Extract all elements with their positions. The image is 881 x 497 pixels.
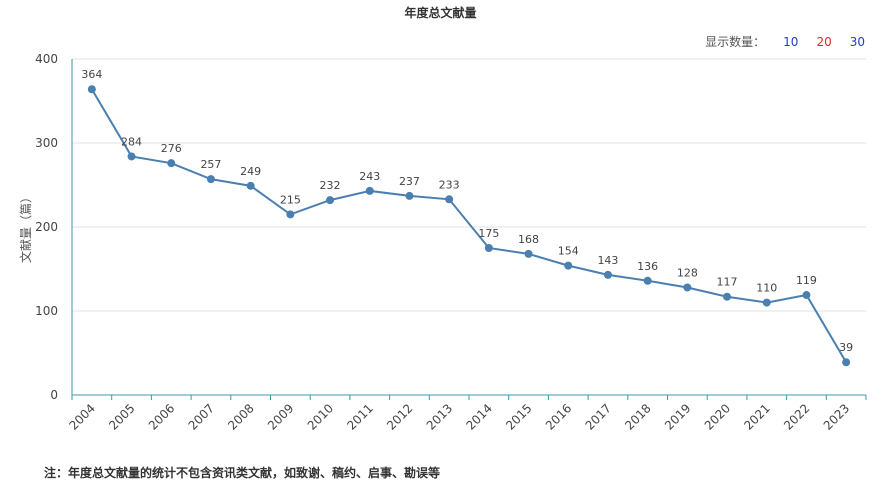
data-label: 143	[597, 254, 618, 267]
data-point	[723, 292, 732, 301]
data-point	[643, 276, 652, 285]
data-points	[87, 85, 851, 367]
data-point	[365, 186, 374, 195]
data-point	[564, 261, 573, 270]
x-tick-label: 2004	[66, 401, 97, 432]
y-axis-ticks: 0 100 200 300 400	[35, 52, 58, 402]
x-tick-label: 2020	[702, 401, 733, 432]
display-count-selector: 显示数量： 10 20 30	[705, 33, 865, 50]
display-count-label: 显示数量：	[705, 35, 766, 49]
x-tick-label: 2013	[424, 401, 455, 432]
x-tick-label: 2021	[741, 401, 772, 432]
data-label: 154	[558, 245, 579, 258]
data-label: 39	[839, 341, 853, 354]
data-label: 136	[637, 260, 658, 273]
data-label: 233	[439, 178, 460, 191]
data-label: 110	[756, 282, 777, 295]
data-label: 276	[161, 142, 182, 155]
display-count-10-option[interactable]: 10	[783, 34, 799, 49]
x-tick-label: 2022	[781, 401, 812, 432]
x-tick-label: 2008	[225, 401, 256, 432]
data-point	[326, 196, 335, 205]
y-tick-label: 400	[35, 52, 58, 66]
x-tick-label: 2016	[543, 401, 574, 432]
data-point	[127, 152, 136, 161]
y-tick-label: 0	[50, 388, 58, 402]
x-tick-label: 2023	[821, 401, 852, 432]
data-label: 364	[81, 68, 102, 81]
data-point	[445, 195, 454, 204]
data-point	[762, 298, 771, 307]
x-tick-label: 2009	[265, 401, 296, 432]
data-point	[603, 270, 612, 279]
data-point	[167, 159, 176, 168]
x-tick-label: 2007	[186, 401, 217, 432]
data-label: 232	[320, 179, 341, 192]
data-label: 175	[478, 227, 499, 240]
y-axis-label: 文献量（篇）	[18, 191, 33, 263]
x-tick-label: 2011	[344, 401, 375, 432]
data-point	[524, 249, 533, 258]
data-point	[683, 283, 692, 292]
series-line	[90, 88, 848, 363]
data-point	[484, 244, 493, 252]
data-point	[206, 175, 215, 184]
chart-title: 年度总文献量	[404, 6, 477, 20]
y-tick-label: 200	[35, 220, 58, 234]
data-point	[405, 191, 414, 200]
x-tick-label: 2018	[622, 401, 653, 432]
data-labels: 364 284 276 257 249 215 232 243 237 233 175 168 154 1…	[81, 68, 853, 354]
footnote: 注：年度总文献量的统计不包含资讯类文献，如致谢、稿约、启事、勘误等	[44, 466, 441, 480]
data-point	[802, 291, 811, 300]
data-label: 257	[200, 158, 221, 171]
x-tick-label: 2015	[503, 401, 534, 432]
data-point	[286, 210, 295, 219]
data-label: 215	[280, 193, 301, 206]
grid-lines	[72, 58, 866, 312]
data-label: 168	[518, 233, 539, 246]
x-tick-label: 2019	[662, 401, 693, 432]
data-label: 128	[677, 266, 698, 279]
y-tick-label: 100	[35, 304, 58, 318]
data-label: 117	[717, 276, 738, 289]
x-tick-label: 2006	[146, 401, 177, 432]
display-count-20-option[interactable]: 20	[816, 34, 832, 49]
data-point	[842, 358, 851, 367]
data-label: 249	[240, 165, 261, 178]
x-tick-label: 2017	[583, 401, 614, 432]
data-point	[246, 181, 255, 190]
display-count-30-option[interactable]: 30	[849, 34, 865, 49]
y-tick-label: 300	[35, 136, 58, 150]
data-label: 237	[399, 175, 420, 188]
data-label: 119	[796, 274, 817, 287]
x-tick-label: 2012	[384, 401, 415, 432]
data-label: 243	[359, 170, 380, 183]
x-tick-label: 2005	[106, 401, 137, 432]
data-label: 284	[121, 135, 142, 148]
x-axis-ticks: 2004 2005 2006 2007 2008 2009 2010 2011 2012 2013…	[66, 395, 867, 433]
data-point	[87, 85, 96, 94]
x-tick-label: 2014	[463, 401, 494, 432]
x-tick-label: 2010	[305, 401, 336, 432]
